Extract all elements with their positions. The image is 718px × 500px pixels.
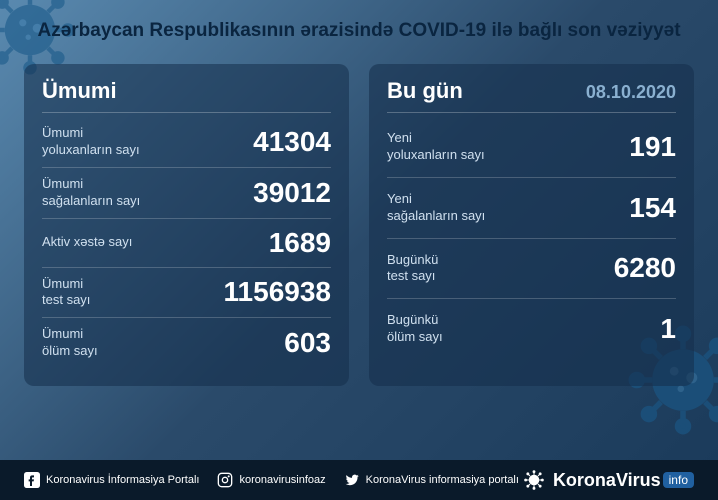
stat-row: Ümumiölüm sayı 603 [42, 318, 331, 368]
divider [387, 112, 676, 113]
footer-instagram[interactable]: koronavirusinfoaz [217, 472, 325, 488]
stat-label: Bugünkütest sayı [387, 252, 438, 286]
stat-value: 41304 [253, 126, 331, 158]
today-panel-title: Bu gün [387, 78, 463, 104]
footer-twitter-label: KoronaVirus informasiya portalı [366, 474, 519, 486]
instagram-icon [217, 472, 233, 488]
stats-panels: Ümumi Ümumiyoluxanların sayı 41304 Ümumisa… [24, 64, 694, 386]
stat-value: 154 [629, 192, 676, 224]
footer-info-badge: info [663, 472, 694, 488]
stat-label: Yenisağalanların sayı [387, 191, 485, 225]
stat-row: Bugünkütest sayı 6280 [387, 239, 676, 300]
stat-value: 1156938 [224, 276, 331, 308]
total-panel: Ümumi Ümumiyoluxanların sayı 41304 Ümumisa… [24, 64, 349, 386]
footer-bar: Koronavirus İnformasiya Portalı koronavi… [0, 460, 718, 500]
stat-row: Ümumiyoluxanların sayı 41304 [42, 117, 331, 168]
stat-row: Aktiv xəstə sayı 1689 [42, 219, 331, 268]
stat-label: Ümumisağalanların sayı [42, 176, 140, 210]
footer-facebook-label: Koronavirus İnformasiya Portalı [46, 474, 199, 486]
stat-row: Ümumitest sayı 1156938 [42, 268, 331, 319]
stat-value: 191 [629, 131, 676, 163]
stat-label: Bugünküölüm sayı [387, 312, 443, 346]
footer-brand: KoronaVirus info [523, 469, 694, 491]
page-title: Azərbaycan Respublikasının ərazisində CO… [24, 20, 694, 42]
facebook-icon [24, 472, 40, 488]
stat-label: Ümumiölüm sayı [42, 326, 98, 360]
stat-label: Ümumiyoluxanların sayı [42, 125, 140, 159]
stat-value: 1 [660, 313, 676, 345]
footer-facebook[interactable]: Koronavirus İnformasiya Portalı [24, 472, 199, 488]
twitter-icon [344, 472, 360, 488]
stat-value: 1689 [269, 227, 331, 259]
stat-row: Yenisağalanların sayı 154 [387, 178, 676, 239]
stat-value: 39012 [253, 177, 331, 209]
stat-label: Aktiv xəstə sayı [42, 234, 132, 251]
today-panel-date: 08.10.2020 [586, 82, 676, 103]
stat-value: 6280 [614, 252, 676, 284]
stat-label: Yeniyoluxanların sayı [387, 130, 485, 164]
stat-row: Bugünküölüm sayı 1 [387, 299, 676, 359]
footer-twitter[interactable]: KoronaVirus informasiya portalı [344, 472, 519, 488]
total-panel-title: Ümumi [42, 78, 117, 104]
stat-label: Ümumitest sayı [42, 276, 90, 310]
stat-row: Yeniyoluxanların sayı 191 [387, 117, 676, 178]
virus-brand-icon [523, 469, 545, 491]
today-panel: Bu gün 08.10.2020 Yeniyoluxanların sayı 1… [369, 64, 694, 386]
footer-instagram-label: koronavirusinfoaz [239, 474, 325, 486]
divider [42, 112, 331, 113]
footer-brand-text: KoronaVirus [553, 470, 661, 491]
stat-row: Ümumisağalanların sayı 39012 [42, 168, 331, 219]
stat-value: 603 [284, 327, 331, 359]
